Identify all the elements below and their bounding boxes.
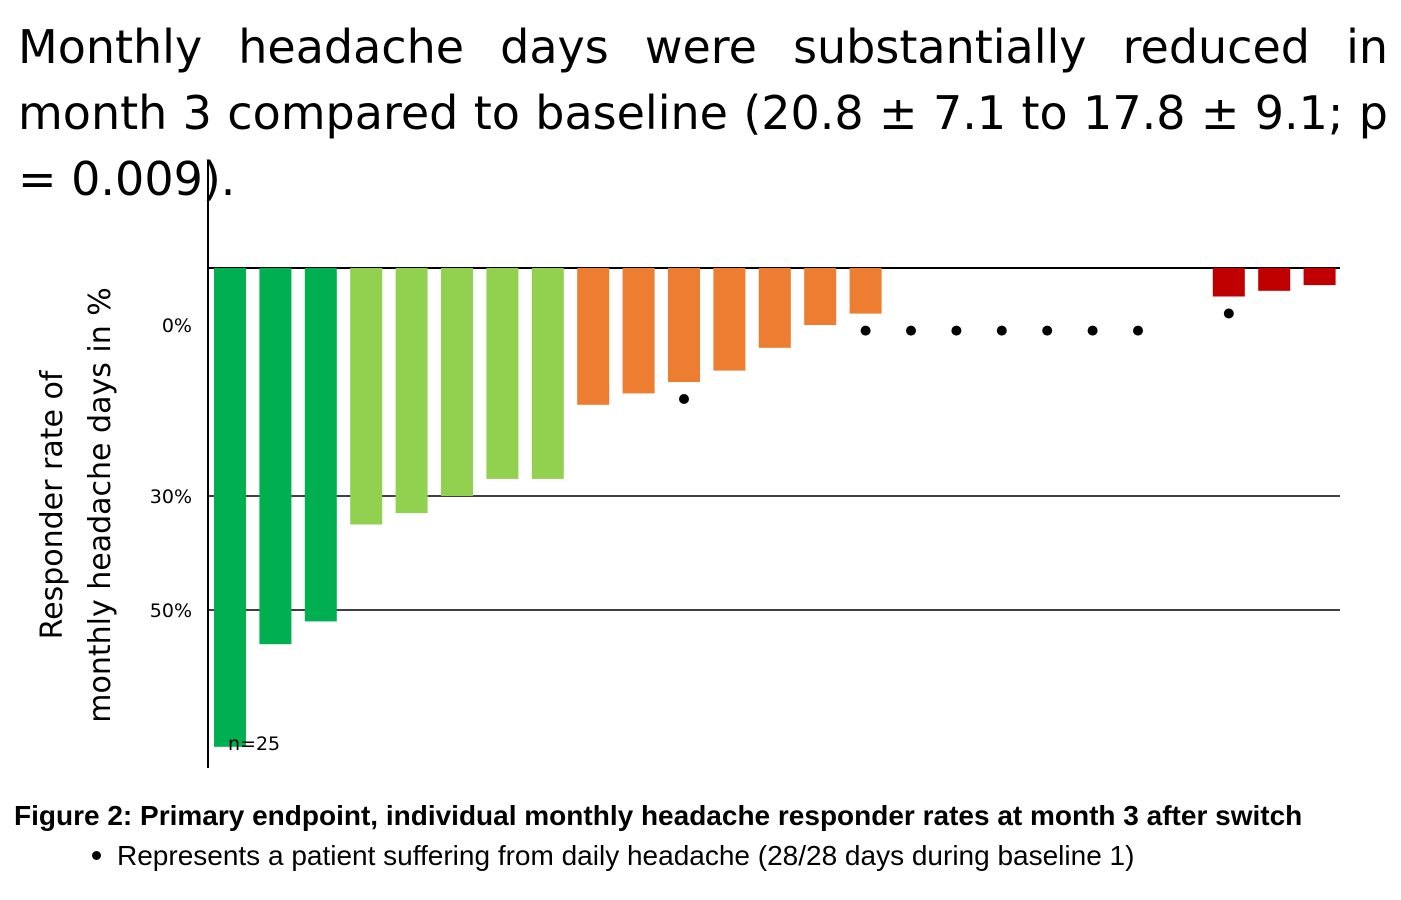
bullet-dot-icon <box>92 851 101 861</box>
y-tick-label: 30% <box>150 486 192 508</box>
bar <box>259 268 292 645</box>
daily-headache-markers <box>679 308 1234 404</box>
bar <box>1212 268 1245 297</box>
bar <box>304 268 337 622</box>
figure-caption: Figure 2: Primary endpoint, individual m… <box>14 800 1303 831</box>
bar <box>531 268 564 479</box>
bar <box>849 268 882 314</box>
y-tick-label: 0% <box>162 315 192 337</box>
y-axis-label-line-2: monthly headache days in % <box>83 287 118 723</box>
bar <box>441 268 473 496</box>
bar <box>577 268 610 405</box>
bar <box>1303 268 1336 286</box>
footnote: Represents a patient suffering from dail… <box>92 838 1134 874</box>
daily-headache-marker <box>996 325 1007 336</box>
bars <box>214 268 1336 747</box>
bar <box>713 268 746 371</box>
daily-headache-marker <box>860 325 871 336</box>
y-axis-label-line-1: Responder rate of <box>35 369 70 639</box>
headline: Monthly headache days were substantially… <box>18 20 1388 206</box>
daily-headache-marker <box>906 325 916 336</box>
bar <box>1258 268 1291 291</box>
daily-headache-marker <box>679 394 689 404</box>
y-tick-labels: 0% 30% 50% <box>150 315 192 622</box>
daily-headache-marker <box>1223 308 1234 319</box>
daily-headache-marker <box>951 325 962 336</box>
bar <box>486 268 519 479</box>
bar <box>350 268 383 525</box>
bar <box>758 268 791 348</box>
daily-headache-marker <box>1042 325 1053 336</box>
y-tick-label: 50% <box>150 600 192 622</box>
bar <box>668 268 700 382</box>
sample-size-annotation: n=25 <box>228 733 280 755</box>
daily-headache-marker <box>1133 325 1143 336</box>
daily-headache-marker <box>1087 325 1098 336</box>
bar <box>622 268 655 394</box>
bar <box>395 268 428 514</box>
footnote-text: Represents a patient suffering from dail… <box>117 840 1135 871</box>
bar <box>214 268 246 747</box>
bar <box>804 268 837 325</box>
responder-bar-chart: 0% 30% 50% Responder rate of monthly heada… <box>35 160 1340 768</box>
